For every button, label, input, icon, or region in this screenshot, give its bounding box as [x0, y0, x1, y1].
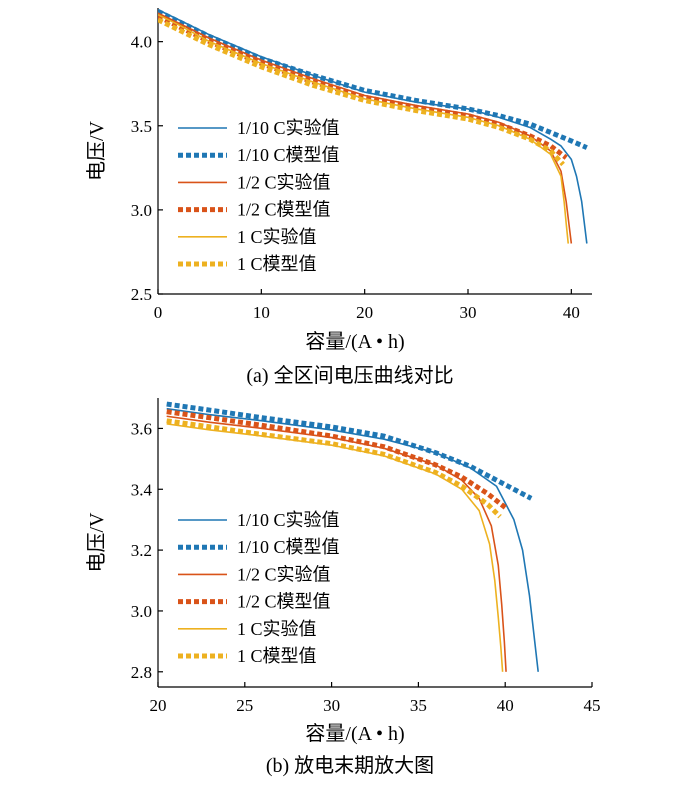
legend-entry: 1 C模型值	[237, 646, 317, 666]
y-tick-label: 3.6	[131, 419, 152, 438]
y-axis-label: 电压/V	[85, 120, 108, 181]
series-line	[158, 14, 570, 244]
x-tick-label: 0	[154, 303, 163, 322]
x-tick-label: 25	[236, 696, 253, 715]
series-line	[158, 17, 565, 167]
legend-entry: 1 C实验值	[237, 619, 317, 639]
legend-entry: 1 C实验值	[237, 227, 317, 247]
y-axis-label: 电压/V	[85, 512, 108, 573]
panel-caption: (b) 放电末期放大图	[266, 754, 434, 777]
legend-entry: 1/10 C实验值	[237, 510, 340, 530]
panel-caption: (a) 全区间电压曲线对比	[246, 364, 453, 387]
x-tick-label: 20	[356, 303, 373, 322]
plot-area	[158, 8, 588, 244]
x-tick-label: 20	[150, 696, 167, 715]
series-line	[166, 409, 507, 510]
x-tick-label: 30	[323, 696, 340, 715]
x-tick-label: 10	[253, 303, 270, 322]
x-axis-label: 容量/(A • h)	[305, 722, 404, 745]
x-axis-label: 容量/(A • h)	[305, 330, 404, 353]
legend-entry: 1/10 C模型值	[237, 145, 340, 165]
series-line	[158, 12, 573, 244]
series-line	[158, 8, 588, 244]
legend-entry: 1/2 C实验值	[237, 564, 331, 584]
y-tick-label: 3.4	[131, 480, 153, 499]
panel-b-chart: 20 25 30 35 40 45 2.8 3.0 3.2 3.4 3.6 容量/(A • h) 电压/…	[85, 398, 601, 777]
series-line	[158, 14, 568, 160]
series-line	[166, 401, 533, 501]
legend-entry: 1/2 C实验值	[237, 172, 331, 192]
y-tick-label: 2.8	[131, 663, 152, 682]
y-tick-label: 4.0	[131, 33, 152, 52]
legend: 1/10 C实验值 1/10 C模型值 1/2 C实验值 1/2 C模型值 1 C实验值…	[178, 118, 340, 274]
panel-a-chart: 0 10 20 30 40 2.5 3.0 3.5 4.0 容量/(A • h) 电压/V (a) 全…	[85, 8, 592, 387]
series-line	[166, 418, 502, 519]
legend-entry: 1/10 C模型值	[237, 537, 340, 557]
legend-entry: 1 C模型值	[237, 254, 317, 274]
legend: 1/10 C实验值 1/10 C模型值 1/2 C实验值 1/2 C模型值 1 C实验值…	[178, 510, 340, 666]
y-tick-label: 2.5	[131, 285, 152, 304]
legend-entry: 1/2 C模型值	[237, 200, 331, 220]
series-line	[166, 415, 507, 672]
x-tick-label: 45	[584, 696, 601, 715]
y-tick-label: 3.0	[131, 602, 152, 621]
x-tick-label: 30	[460, 303, 477, 322]
legend-entry: 1/10 C实验值	[237, 118, 340, 138]
legend-entry: 1/2 C模型值	[237, 592, 331, 612]
y-tick-label: 3.5	[131, 117, 152, 136]
x-tick-label: 40	[497, 696, 514, 715]
y-tick-label: 3.0	[131, 201, 152, 220]
x-tick-label: 40	[563, 303, 580, 322]
y-tick-label: 3.2	[131, 541, 152, 560]
plot-area	[166, 401, 539, 672]
x-tick-label: 35	[410, 696, 427, 715]
series-line	[158, 9, 588, 150]
